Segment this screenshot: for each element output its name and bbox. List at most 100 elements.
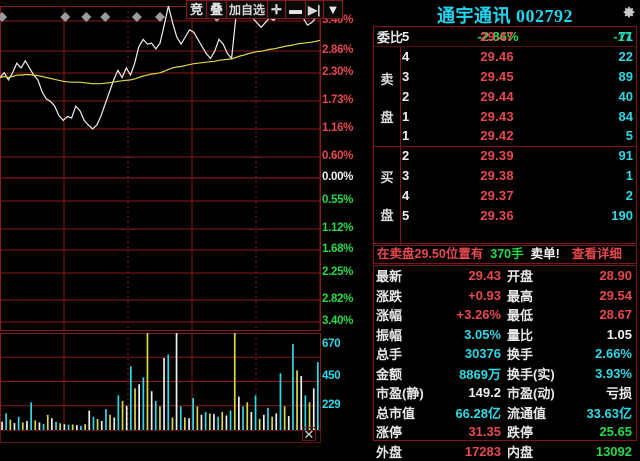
buy-price: 29.39 (418, 148, 576, 163)
stats-key-9: 外盘 (374, 442, 424, 461)
sell-price: 29.44 (418, 89, 576, 104)
stats-value2-1: 29.54 (564, 288, 636, 303)
stats-value2-3: 1.05 (564, 327, 636, 342)
sell-label-char-2: 盘 (377, 107, 397, 126)
notice-quantity: 370手 (483, 248, 523, 261)
buy-level: 3 (400, 168, 418, 183)
volume-axis-label-0: 670 (322, 338, 340, 350)
price-axis-label-4: 1.16% (322, 122, 353, 134)
stats-value2-4: 2.66% (564, 346, 636, 361)
notice-kind: 卖单! (524, 248, 560, 261)
stats-key2-3: 量比 (506, 325, 564, 344)
price-axis-label-3: 1.73% (322, 94, 353, 106)
buy-level: 4 (400, 188, 418, 203)
stats-value-0: 29.43 (424, 268, 506, 283)
toolbar-dropdown-button[interactable]: ▼ (324, 1, 343, 18)
sell-volume: 40 (576, 89, 638, 104)
sell-level: 2 (400, 89, 418, 104)
stats-key2-2: 最低 (506, 305, 564, 324)
stats-key2-9: 内盘 (506, 442, 564, 461)
view-detail-link[interactable]: 查看详细 (560, 248, 622, 261)
toolbar-add-watchlist-button[interactable]: 加自选 (227, 1, 268, 18)
price-axis-label-5: 0.60% (322, 150, 353, 162)
stats-key2-8: 跌停 (506, 422, 564, 441)
order-notice-bar[interactable]: 在卖盘29.50位置有 370手 卖单! 查看详细 (373, 245, 637, 264)
stats-key-6: 市盈(静) (374, 383, 424, 402)
sell-label-char-1: 卖 (377, 69, 397, 88)
average-line (0, 40, 320, 83)
stats-key-2: 涨幅 (374, 305, 424, 324)
toolbar-zoom-out-button[interactable]: ▬ (286, 1, 306, 18)
price-axis-label-11: 2.82% (322, 293, 353, 305)
toolbar-zoom-in-button[interactable]: ✛ (268, 1, 286, 18)
toolbar-overlay-button[interactable]: 叠 (207, 1, 227, 18)
buy-volume: 91 (576, 148, 638, 163)
sell-price: 29.46 (418, 49, 576, 64)
close-icon[interactable]: ✕ (302, 427, 316, 441)
sell-level: 1 (400, 109, 418, 124)
buy-volume: 2 (576, 188, 638, 203)
chart-toolbar[interactable]: 竞叠加自选✛▬▶|▼ (186, 0, 343, 19)
toolbar-bid-auction-button[interactable]: 竞 (187, 1, 207, 18)
stats-key-3: 振幅 (374, 325, 424, 344)
buy-label-char-2: 盘 (377, 205, 397, 224)
stats-value-7: 66.28亿 (424, 403, 506, 422)
stats-key-0: 最新 (374, 266, 424, 285)
buy-price: 29.38 (418, 168, 576, 183)
buy-volume: 1 (576, 168, 638, 183)
price-line (0, 6, 320, 129)
toolbar-next-button[interactable]: ▶| (306, 1, 324, 18)
stats-key-4: 总手 (374, 344, 424, 363)
stats-value2-9: 13092 (564, 444, 636, 459)
stats-key-1: 涨跌 (374, 286, 424, 305)
stats-key2-5: 换手(实) (506, 364, 564, 383)
intraday-chart-pane[interactable]: 3.40%2.86%2.30%1.73%1.16%0.60%0.00%0.55%… (0, 0, 370, 444)
buy-volume: 5 (576, 128, 638, 143)
buy-level: 5 (400, 208, 418, 223)
sell-level: 3 (400, 69, 418, 84)
price-axis-label-12: 3.40% (322, 315, 353, 327)
notice-prefix: 在卖盘29.50位置有 (374, 248, 483, 261)
sell-volume: 84 (576, 109, 638, 124)
buy-label-char-1: 买 (377, 167, 397, 186)
stats-key-8: 涨停 (374, 422, 424, 441)
buy-level: 1 (400, 128, 418, 143)
sell-level: 4 (400, 49, 418, 64)
price-axis-label-1: 2.86% (322, 44, 353, 56)
intraday-chart-svg[interactable] (0, 0, 370, 444)
stats-value-5: 8869万 (424, 364, 506, 383)
stats-value2-8: 25.65 (564, 424, 636, 439)
sell-price: 29.47 (418, 29, 576, 44)
price-axis: 3.40%2.86%2.30%1.73%1.16%0.60%0.00%0.55%… (320, 0, 370, 340)
stats-key2-4: 换手 (506, 344, 564, 363)
gear-icon[interactable] (621, 5, 636, 20)
sell-volume: 89 (576, 69, 638, 84)
stats-value2-5: 3.93% (564, 366, 636, 381)
sell-volume: 71 (576, 29, 638, 44)
sell-price: 29.43 (418, 109, 576, 124)
volume-axis-label-2: 229 (322, 399, 340, 411)
price-axis-label-6: 0.00% (322, 171, 353, 183)
stats-key2-6: 市盈(动) (506, 383, 564, 402)
price-axis-label-8: 1.12% (322, 222, 353, 234)
stats-key2-1: 最高 (506, 286, 564, 305)
